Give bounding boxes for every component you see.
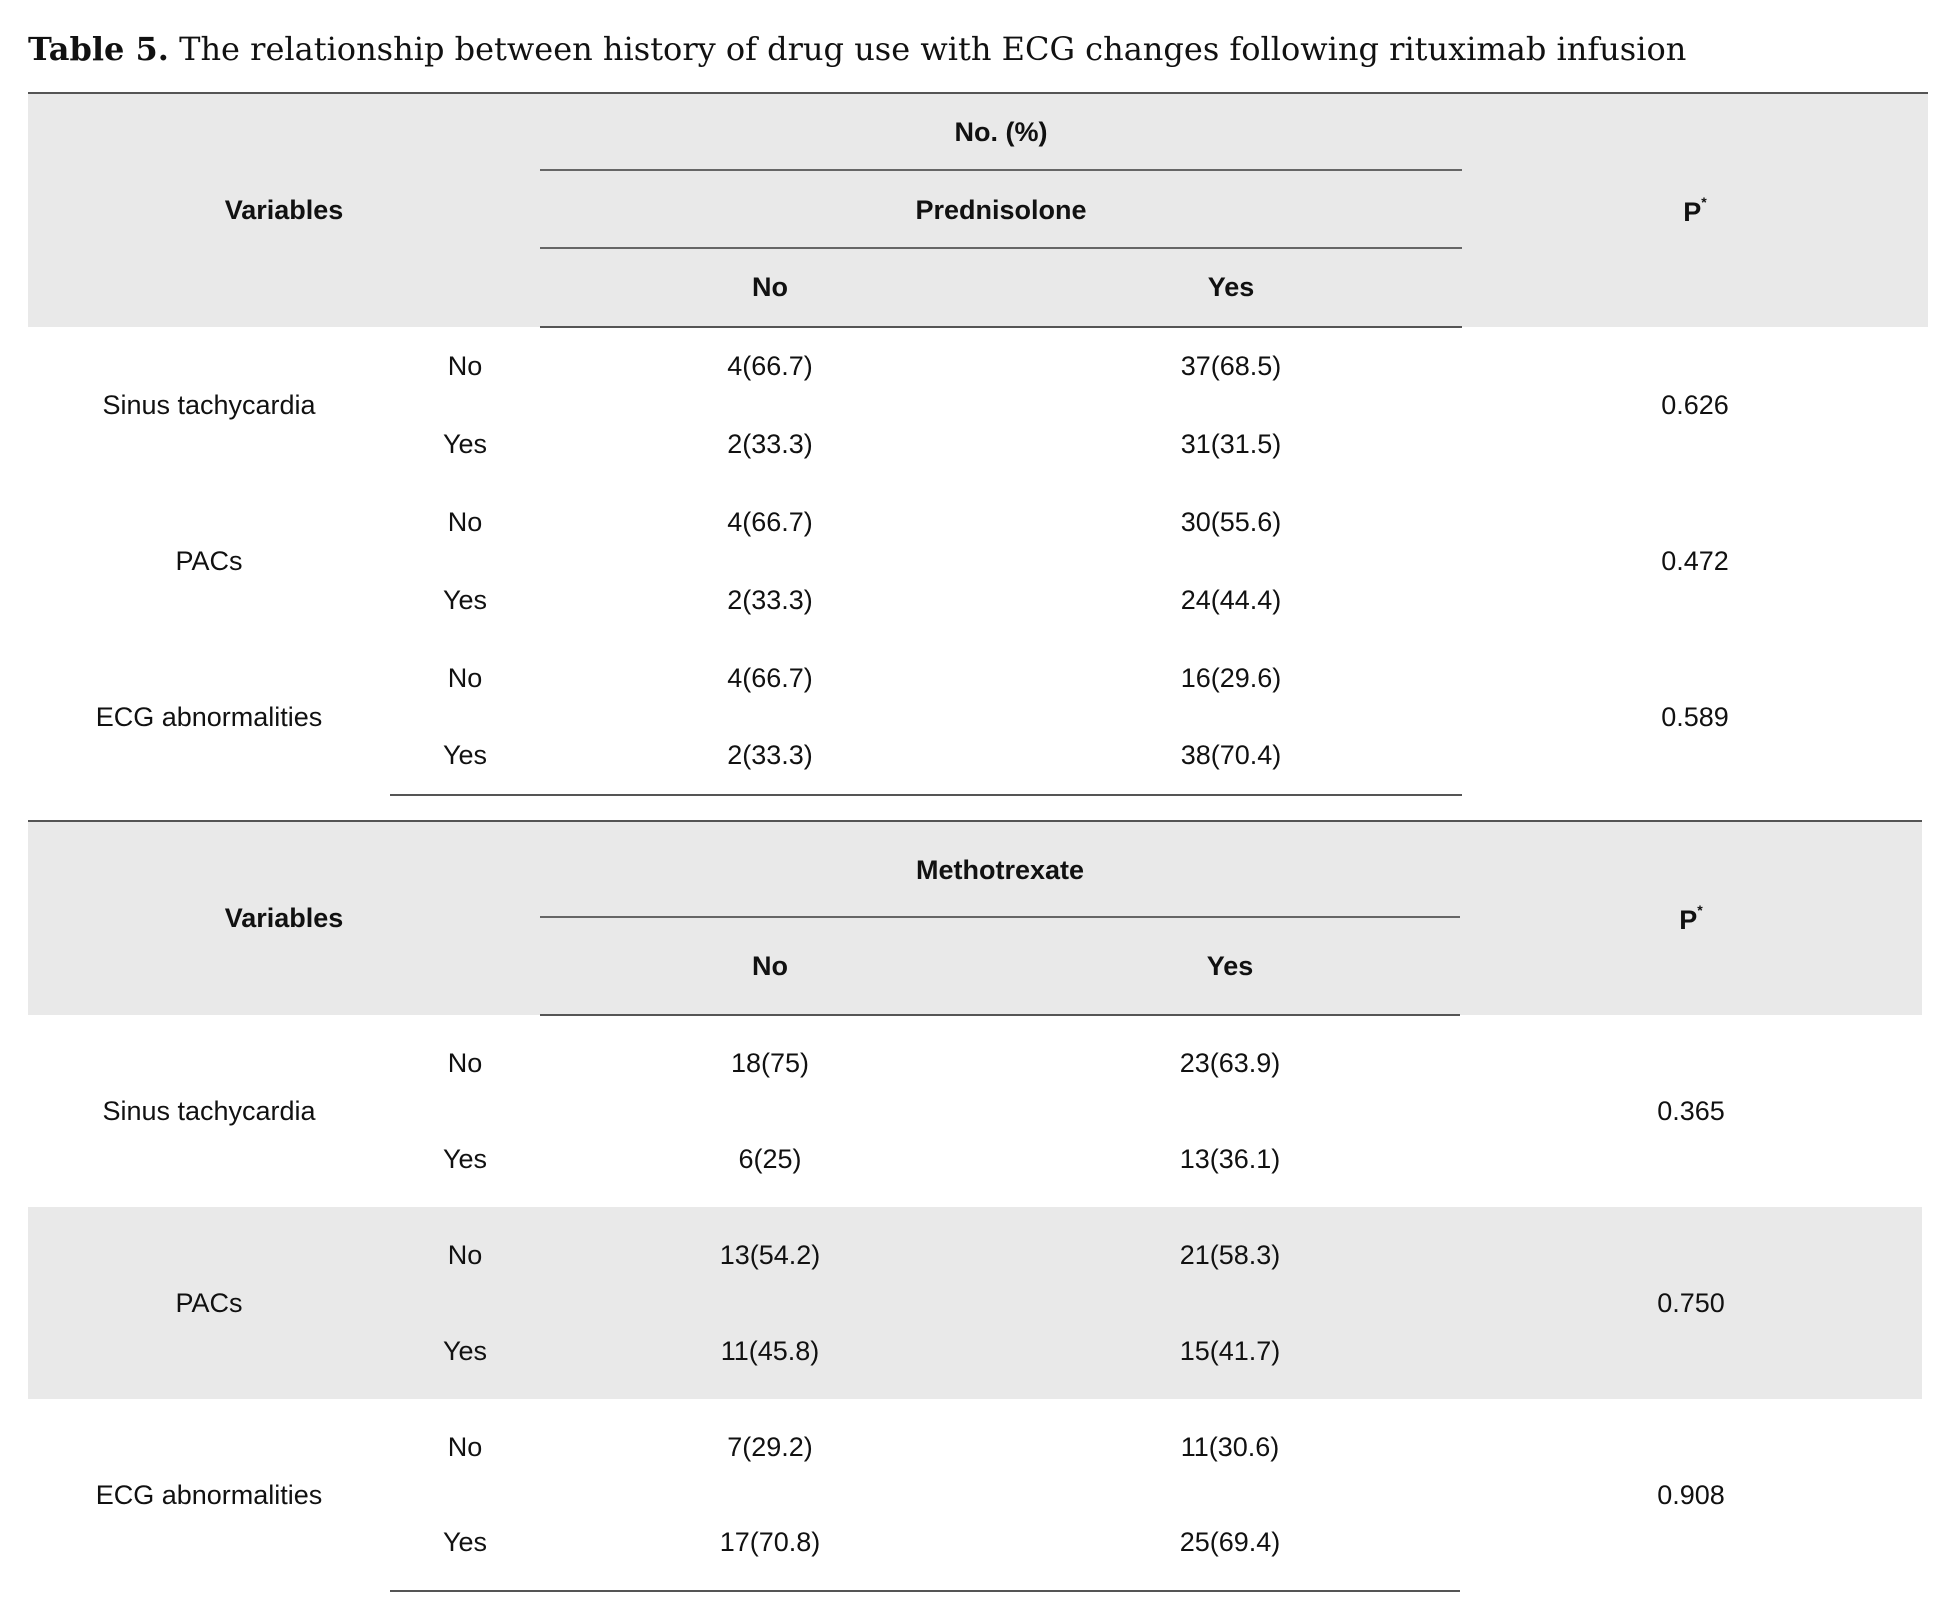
level-label: No (447, 506, 483, 537)
value-cell: 13(54.2) (540, 1207, 1000, 1303)
table-caption-label: Table 5. (28, 30, 169, 68)
level-label: No (447, 1431, 483, 1462)
methotrexate-table: Variables Methotrexate P* No Yes Sinus t… (28, 820, 1923, 1592)
p-value: 0.626 (1661, 389, 1729, 420)
table-row: Yes 2(33.3) 38(70.4) (28, 717, 1928, 796)
table-row: ECG abnormalities No 7(29.2) 11(30.6) 0.… (28, 1399, 1922, 1510)
value-cell: 6(25) (738, 1143, 802, 1174)
p-value: 0.750 (1460, 1207, 1923, 1399)
variable-label: PACs (175, 545, 243, 576)
level-label: No (390, 1207, 540, 1303)
p-value: 0.908 (1657, 1479, 1725, 1510)
p-value: 0.365 (1657, 1095, 1725, 1126)
table-row: Yes 11(45.8) 15(41.7) (28, 1303, 1922, 1399)
level-label: No (447, 350, 483, 381)
col-no-header: No (540, 249, 1000, 328)
value-cell: 17(70.8) (540, 1495, 1000, 1592)
level-label: Yes (390, 1495, 540, 1592)
level-label: Yes (442, 584, 488, 615)
value-cell: 4(66.7) (727, 506, 813, 537)
value-cell: 21(58.3) (1000, 1207, 1461, 1303)
p-label: P (1679, 904, 1698, 935)
col-yes-header: Yes (1000, 249, 1463, 328)
group-header: No. (%) (540, 92, 1463, 172)
table-row: PACs No 4(66.7) 30(55.6) 0.472 (28, 483, 1928, 576)
value-cell: 11(30.6) (1180, 1431, 1280, 1462)
drug-header: Prednisolone (540, 171, 1463, 249)
value-cell: 2(33.3) (727, 584, 813, 615)
value-cell: 13(36.1) (1179, 1143, 1281, 1174)
value-cell: 24(44.4) (1180, 584, 1282, 615)
value-cell: 2(33.3) (727, 428, 813, 459)
value-cell: 11(45.8) (540, 1303, 1000, 1399)
table-row: Sinus tachycardia No 18(75) 23(63.9) 0.3… (28, 1015, 1922, 1126)
variable-label: Sinus tachycardia (102, 389, 316, 420)
level-label: Yes (442, 1143, 488, 1174)
value-cell: 18(75) (730, 1048, 810, 1078)
table-row: PACs No 13(54.2) 21(58.3) 0.750 (28, 1207, 1923, 1399)
p-value-header: P* (1460, 820, 1923, 1015)
table-row: Yes 2(33.3) 31(31.5) (28, 405, 1928, 483)
p-label: P (1683, 196, 1702, 227)
col-yes-header: Yes (1000, 918, 1461, 1016)
variable-label: Sinus tachycardia (102, 1095, 316, 1126)
value-cell: 15(41.7) (1000, 1303, 1461, 1399)
level-label: No (447, 1047, 483, 1078)
value-cell: 4(66.7) (727, 662, 813, 693)
level-label: No (447, 662, 483, 693)
table-caption: Table 5. The relationship between histor… (28, 30, 1686, 68)
variable-label: ECG abnormalities (95, 701, 323, 732)
table-row: Yes 6(25) 13(36.1) (28, 1111, 1922, 1207)
variables-header: Variables (28, 820, 540, 1015)
table-row: ECG abnormalities No 4(66.7) 16(29.6) 0.… (28, 639, 1928, 732)
prednisolone-table: Variables No. (%) P* Prednisolone No Yes… (28, 92, 1929, 796)
table-row: Sinus tachycardia No 4(66.7) 37(68.5) 0.… (28, 327, 1928, 420)
col-no-header: No (540, 918, 1000, 1016)
value-cell: 4(66.7) (727, 351, 813, 381)
p-value-header: P* (1462, 92, 1929, 327)
p-value: 0.472 (1661, 545, 1729, 576)
p-footnote-mark: * (1701, 193, 1707, 210)
value-cell: 31(31.5) (1180, 428, 1282, 459)
level-label: Yes (390, 717, 540, 796)
value-cell: 38(70.4) (1000, 717, 1463, 796)
value-cell: 7(29.2) (727, 1431, 813, 1462)
table-row: Yes 17(70.8) 25(69.4) (28, 1495, 1922, 1592)
variables-header: Variables (28, 92, 540, 327)
p-footnote-mark: * (1697, 901, 1703, 918)
drug-header: Methotrexate (540, 820, 1461, 919)
variable-label: PACs (28, 1207, 390, 1399)
value-cell: 16(29.6) (1180, 662, 1282, 693)
value-cell: 2(33.3) (540, 717, 1000, 796)
variable-label: ECG abnormalities (95, 1479, 323, 1510)
p-value: 0.589 (1661, 701, 1729, 732)
value-cell: 25(69.4) (1000, 1495, 1461, 1592)
table-row: Yes 2(33.3) 24(44.4) (28, 561, 1928, 639)
table-caption-text: The relationship between history of drug… (168, 30, 1687, 68)
value-cell: 30(55.6) (1180, 506, 1282, 537)
value-cell: 37(68.5) (1180, 351, 1282, 381)
value-cell: 23(63.9) (1179, 1048, 1281, 1078)
level-label: Yes (442, 428, 488, 459)
level-label: Yes (390, 1303, 540, 1399)
